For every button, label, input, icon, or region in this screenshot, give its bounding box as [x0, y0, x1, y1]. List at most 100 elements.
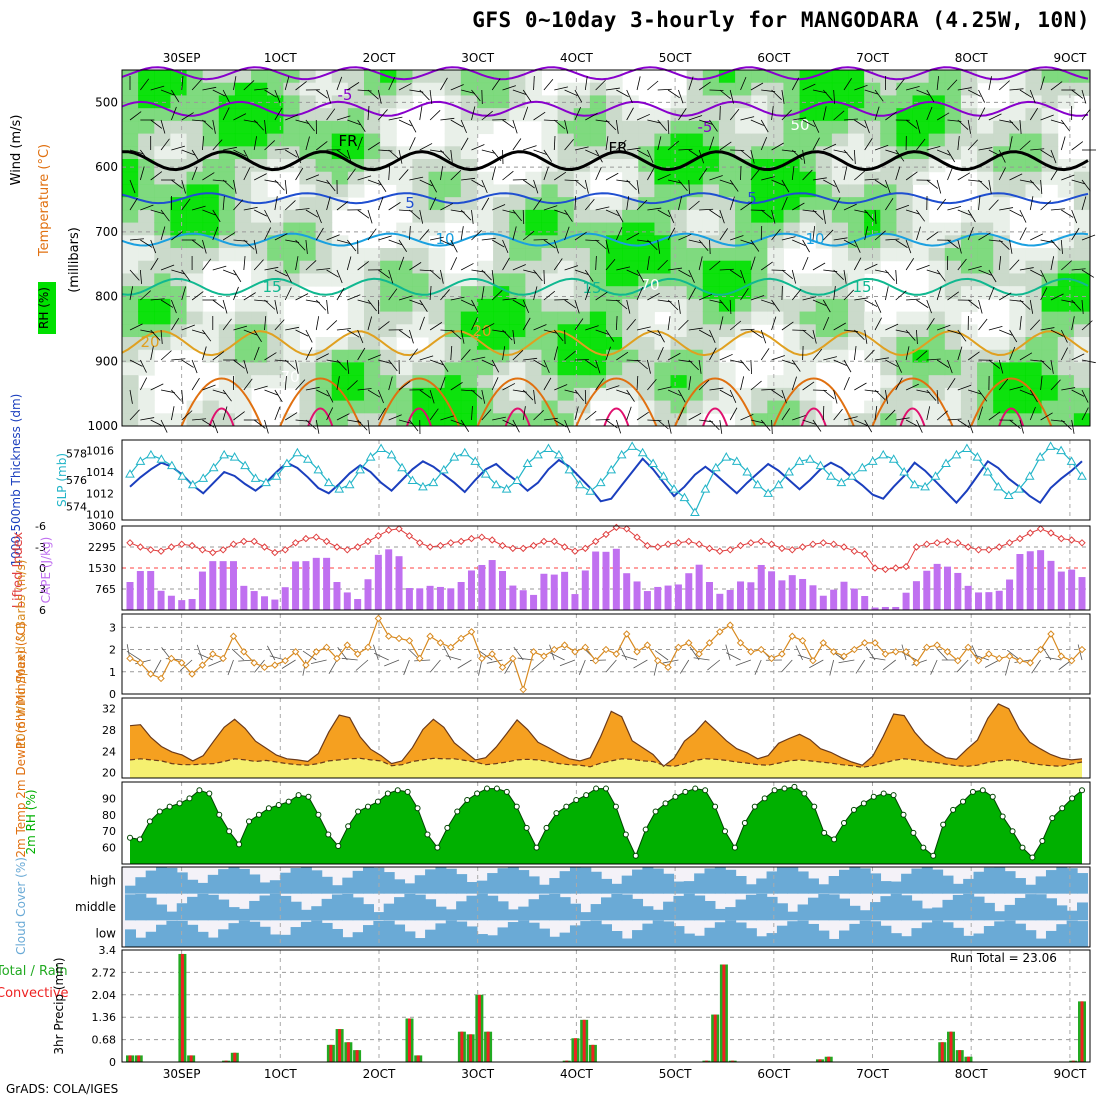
- precip-convective-bar: [1071, 1060, 1075, 1062]
- rh-cell: [412, 222, 430, 236]
- slp-point: [240, 460, 250, 470]
- rh-cell: [347, 70, 365, 84]
- rh-cell: [396, 273, 413, 287]
- cloud-cell: [590, 904, 602, 921]
- wind-barb: [315, 209, 322, 224]
- surface-wind-barb: [578, 659, 586, 675]
- lifted-index-point: [1036, 525, 1045, 533]
- rh-cell: [993, 337, 1010, 351]
- wind-barb: [222, 179, 234, 190]
- rh-cell: [493, 298, 510, 313]
- wind-speed-point: [281, 656, 289, 665]
- wind-barb: [233, 286, 239, 301]
- wind-barb: [233, 411, 245, 421]
- wind-speed-point: [954, 656, 962, 665]
- rh-cell: [396, 222, 413, 236]
- wind-barb: [874, 299, 882, 313]
- rh-cell: [557, 108, 575, 122]
- rh-cell: [331, 387, 349, 402]
- wind-barb: [626, 406, 632, 421]
- wind-speed-point: [633, 648, 641, 656]
- wind-barb: [347, 419, 362, 423]
- wind-barb: [367, 419, 370, 434]
- cloud-cell: [756, 936, 768, 947]
- lifted-index-point: [478, 533, 486, 541]
- rh-cell: [718, 248, 736, 262]
- precip-convective-bar: [416, 1055, 420, 1062]
- slp-point: [1035, 452, 1046, 461]
- wind-speed-point: [602, 645, 610, 654]
- cloud-cell: [135, 877, 147, 894]
- rh-cell: [831, 120, 849, 135]
- rh-cell: [428, 311, 446, 325]
- cloud-cell: [518, 920, 530, 947]
- rh-cell: [783, 298, 801, 313]
- rh-cell: [122, 375, 139, 389]
- cloud-cell: [807, 897, 819, 921]
- wind-barb: [947, 359, 953, 374]
- wind-barbs: [129, 75, 1096, 435]
- wind-barb: [1081, 179, 1091, 192]
- rh-cell: [622, 108, 639, 122]
- rh-tick-label: 70: [102, 825, 116, 838]
- lifted-tick-label: 3: [39, 583, 46, 596]
- wind-barb: [1040, 359, 1052, 370]
- rh-cell: [960, 387, 978, 402]
- rh-cell: [1057, 184, 1075, 198]
- wind-barb: [429, 359, 444, 366]
- wind-barb: [967, 89, 981, 97]
- rh-cell: [138, 400, 155, 414]
- wind-barb: [853, 149, 856, 164]
- rh-cell: [476, 82, 494, 96]
- wind-barb: [460, 137, 469, 151]
- wind-barb: [1050, 329, 1064, 337]
- wind-barb: [616, 351, 629, 361]
- rh2m-axis-title: 2m RH (%): [24, 789, 38, 854]
- rh-cell: [718, 209, 736, 224]
- rh-cell: [686, 298, 704, 313]
- wind-barb: [678, 108, 687, 121]
- cloud-cell: [787, 921, 799, 947]
- rh-cell: [960, 95, 978, 109]
- precip-tick-label: 2.72: [92, 966, 117, 979]
- wind-barb: [502, 419, 516, 427]
- rh-cell: [509, 286, 526, 300]
- cloud-cell: [963, 935, 975, 947]
- wind-barb: [574, 107, 582, 121]
- rh-cell: [347, 82, 365, 96]
- wind-speed-point: [157, 674, 165, 683]
- wind-barb: [1009, 259, 1020, 271]
- rh-cell: [251, 298, 268, 313]
- wind-barb: [657, 347, 664, 361]
- slp-point: [836, 477, 847, 487]
- cloud-cell: [487, 873, 499, 894]
- rh-cell: [460, 70, 478, 84]
- cape-bar: [912, 581, 920, 610]
- rh-cell: [525, 108, 542, 122]
- cloud-cell: [528, 922, 540, 947]
- precip-convective-bar: [591, 1044, 595, 1062]
- wind-barb: [905, 171, 918, 181]
- wind-barb: [398, 169, 409, 181]
- wind-barb: [905, 346, 910, 361]
- rh-cell: [622, 387, 639, 402]
- cape-bar: [167, 595, 175, 610]
- rh-cell: [460, 133, 478, 147]
- pressure-tick-label: 800: [95, 290, 118, 304]
- wind-barb: [243, 239, 255, 250]
- precip-tick-label: 0: [109, 1056, 116, 1069]
- wind-barb: [584, 269, 594, 282]
- wind-barb: [905, 85, 920, 91]
- wind-speed-point: [188, 670, 196, 678]
- lifted-index-point: [778, 544, 786, 553]
- wind-barb: [419, 229, 430, 241]
- cloud-cell: [694, 935, 706, 947]
- wind-barb: [646, 256, 650, 271]
- wind-barb: [885, 111, 897, 121]
- rh-cell: [1073, 222, 1091, 236]
- rh-cell: [767, 120, 784, 135]
- wind-barb: [523, 145, 537, 151]
- rh-cell: [476, 298, 494, 313]
- wind-barb: [781, 359, 796, 365]
- wind-speed-point: [219, 654, 227, 663]
